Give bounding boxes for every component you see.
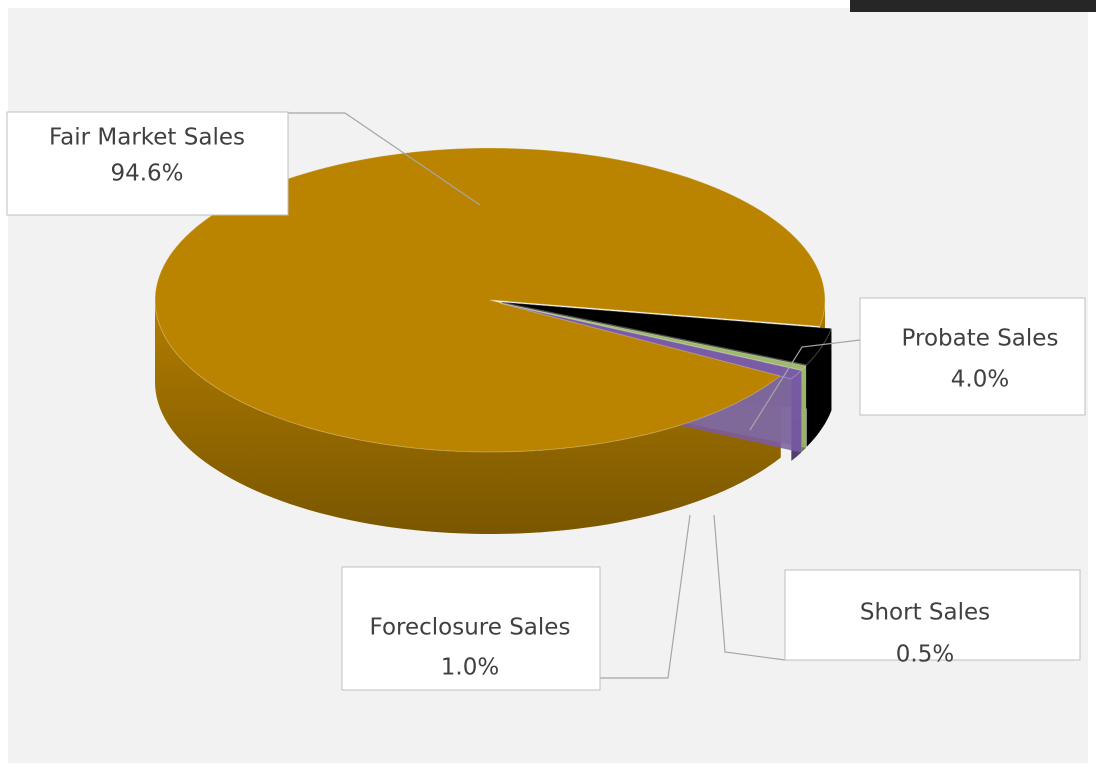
- value-label: 0.5%: [896, 642, 954, 668]
- slice: [154, 147, 826, 453]
- corner-bar: [850, 0, 1096, 12]
- slice-wall-shade: [155, 300, 781, 534]
- leader-line: [749, 339, 861, 431]
- label-box: [859, 297, 1086, 416]
- value-label: 4.0%: [951, 367, 1009, 393]
- value-label: 1.0%: [441, 655, 499, 681]
- category-label: Probate Sales: [902, 326, 1059, 352]
- category-label: Fair Market Sales: [49, 125, 245, 151]
- label-box: [6, 111, 289, 216]
- slice: [501, 301, 833, 366]
- label-box: [784, 569, 1081, 661]
- pie: [154, 147, 833, 534]
- slice: [500, 302, 807, 371]
- category-label: Short Sales: [860, 600, 990, 626]
- leader-line: [600, 514, 691, 679]
- value-label: 94.6%: [110, 161, 183, 187]
- slice: [500, 302, 803, 380]
- label-box: [341, 566, 601, 691]
- labels: Fair Market Sales 94.6% Probate Sales 4.0% S…: [6, 111, 1086, 691]
- leader-line: [713, 514, 786, 661]
- category-label: Foreclosure Sales: [370, 615, 571, 641]
- leader-line: [288, 112, 481, 206]
